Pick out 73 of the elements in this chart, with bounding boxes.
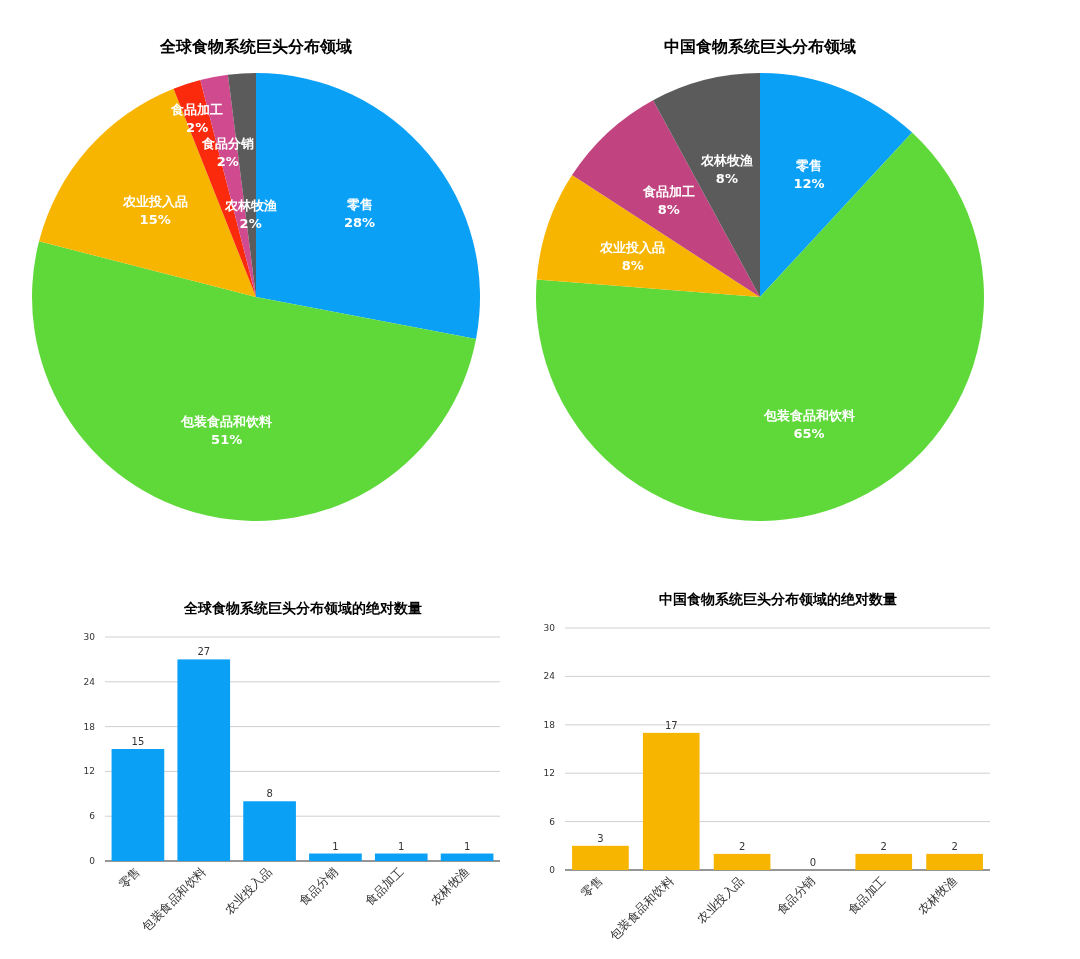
slice-label: 食品加工: [641, 184, 695, 200]
y-tick-label: 6: [549, 816, 556, 827]
slice-label: 食品加工: [170, 101, 224, 117]
data-label: 1: [332, 840, 339, 852]
data-label: 2%: [186, 119, 209, 135]
data-label: 2: [951, 840, 958, 852]
y-tick-label: 24: [543, 671, 556, 682]
bar: [440, 853, 494, 861]
x-tick-label: 食品加工: [362, 864, 407, 909]
slice-label: 零售: [345, 197, 373, 213]
y-tick-label: 30: [83, 632, 96, 642]
chart-title: 全球食物系统巨头分布领域: [159, 37, 352, 56]
x-tick-label: 包装食品和饮料: [606, 873, 677, 943]
y-tick-label: 24: [83, 676, 96, 687]
bar: [374, 853, 428, 861]
data-label: 65%: [793, 426, 825, 442]
bar: [309, 853, 362, 861]
x-tick-label: 食品分销: [296, 864, 341, 909]
data-label: 8%: [715, 170, 738, 186]
bar: [642, 732, 700, 870]
slice-label: 零售: [795, 157, 823, 173]
x-tick-label: 农林牧渔: [915, 873, 960, 918]
x-tick-label: 农业投入品: [694, 873, 748, 926]
bar: [855, 853, 913, 870]
slice-label: 农业投入品: [121, 194, 188, 210]
data-label: 8: [266, 788, 273, 800]
data-label: 15: [131, 736, 145, 747]
data-label: 2: [738, 840, 746, 852]
data-label: 2: [880, 840, 887, 852]
data-label: 27: [197, 646, 211, 658]
slice-label: 农林牧渔: [699, 152, 753, 168]
y-tick-label: 12: [83, 766, 95, 777]
chart-title: 中国食物系统巨头分布领域的绝对数量: [658, 591, 897, 607]
pie-slice: [536, 175, 760, 297]
x-tick-label: 农业投入品: [222, 864, 275, 917]
bar: [926, 853, 983, 870]
data-label: 17: [664, 719, 678, 731]
data-label: 8%: [657, 202, 680, 218]
y-tick-label: 0: [89, 856, 96, 866]
chart-title: 全球食物系统巨头分布领域的绝对数量: [182, 600, 422, 616]
pie-slice: [536, 132, 984, 521]
pie-slice: [572, 100, 760, 297]
data-label: 8%: [621, 257, 644, 273]
data-label: 28%: [343, 215, 376, 231]
x-tick-label: 农林牧渔: [428, 864, 473, 909]
data-label: 15%: [139, 212, 171, 228]
pie-slice: [760, 73, 913, 297]
x-tick-label: 食品加工: [844, 873, 889, 918]
y-tick-label: 6: [89, 811, 96, 822]
data-label: 12%: [793, 175, 825, 191]
bar: [572, 845, 629, 870]
bar: [243, 801, 296, 861]
data-label: 3: [597, 832, 604, 844]
x-tick-label: 食品分销: [774, 873, 818, 918]
data-label: 2%: [239, 216, 262, 232]
data-label: 1: [463, 840, 471, 852]
bar: [177, 659, 231, 861]
y-tick-label: 18: [83, 721, 96, 732]
slice-label: 包装食品和饮料: [762, 408, 855, 424]
y-tick-label: 30: [543, 623, 556, 633]
bar: [111, 749, 165, 861]
x-tick-label: 零售: [578, 873, 606, 901]
data-label: 51%: [211, 432, 243, 448]
data-label: 0: [809, 857, 817, 868]
data-label: 1: [398, 840, 405, 852]
y-tick-label: 18: [543, 719, 556, 730]
slice-label: 包装食品和饮料: [180, 414, 273, 430]
y-tick-label: 12: [543, 768, 555, 779]
chart-title: 中国食物系统巨头分布领域: [664, 37, 856, 56]
bar: [713, 853, 771, 870]
slice-label: 农业投入品: [599, 239, 666, 255]
y-tick-label: 0: [549, 865, 556, 875]
pie-slice: [32, 241, 477, 521]
